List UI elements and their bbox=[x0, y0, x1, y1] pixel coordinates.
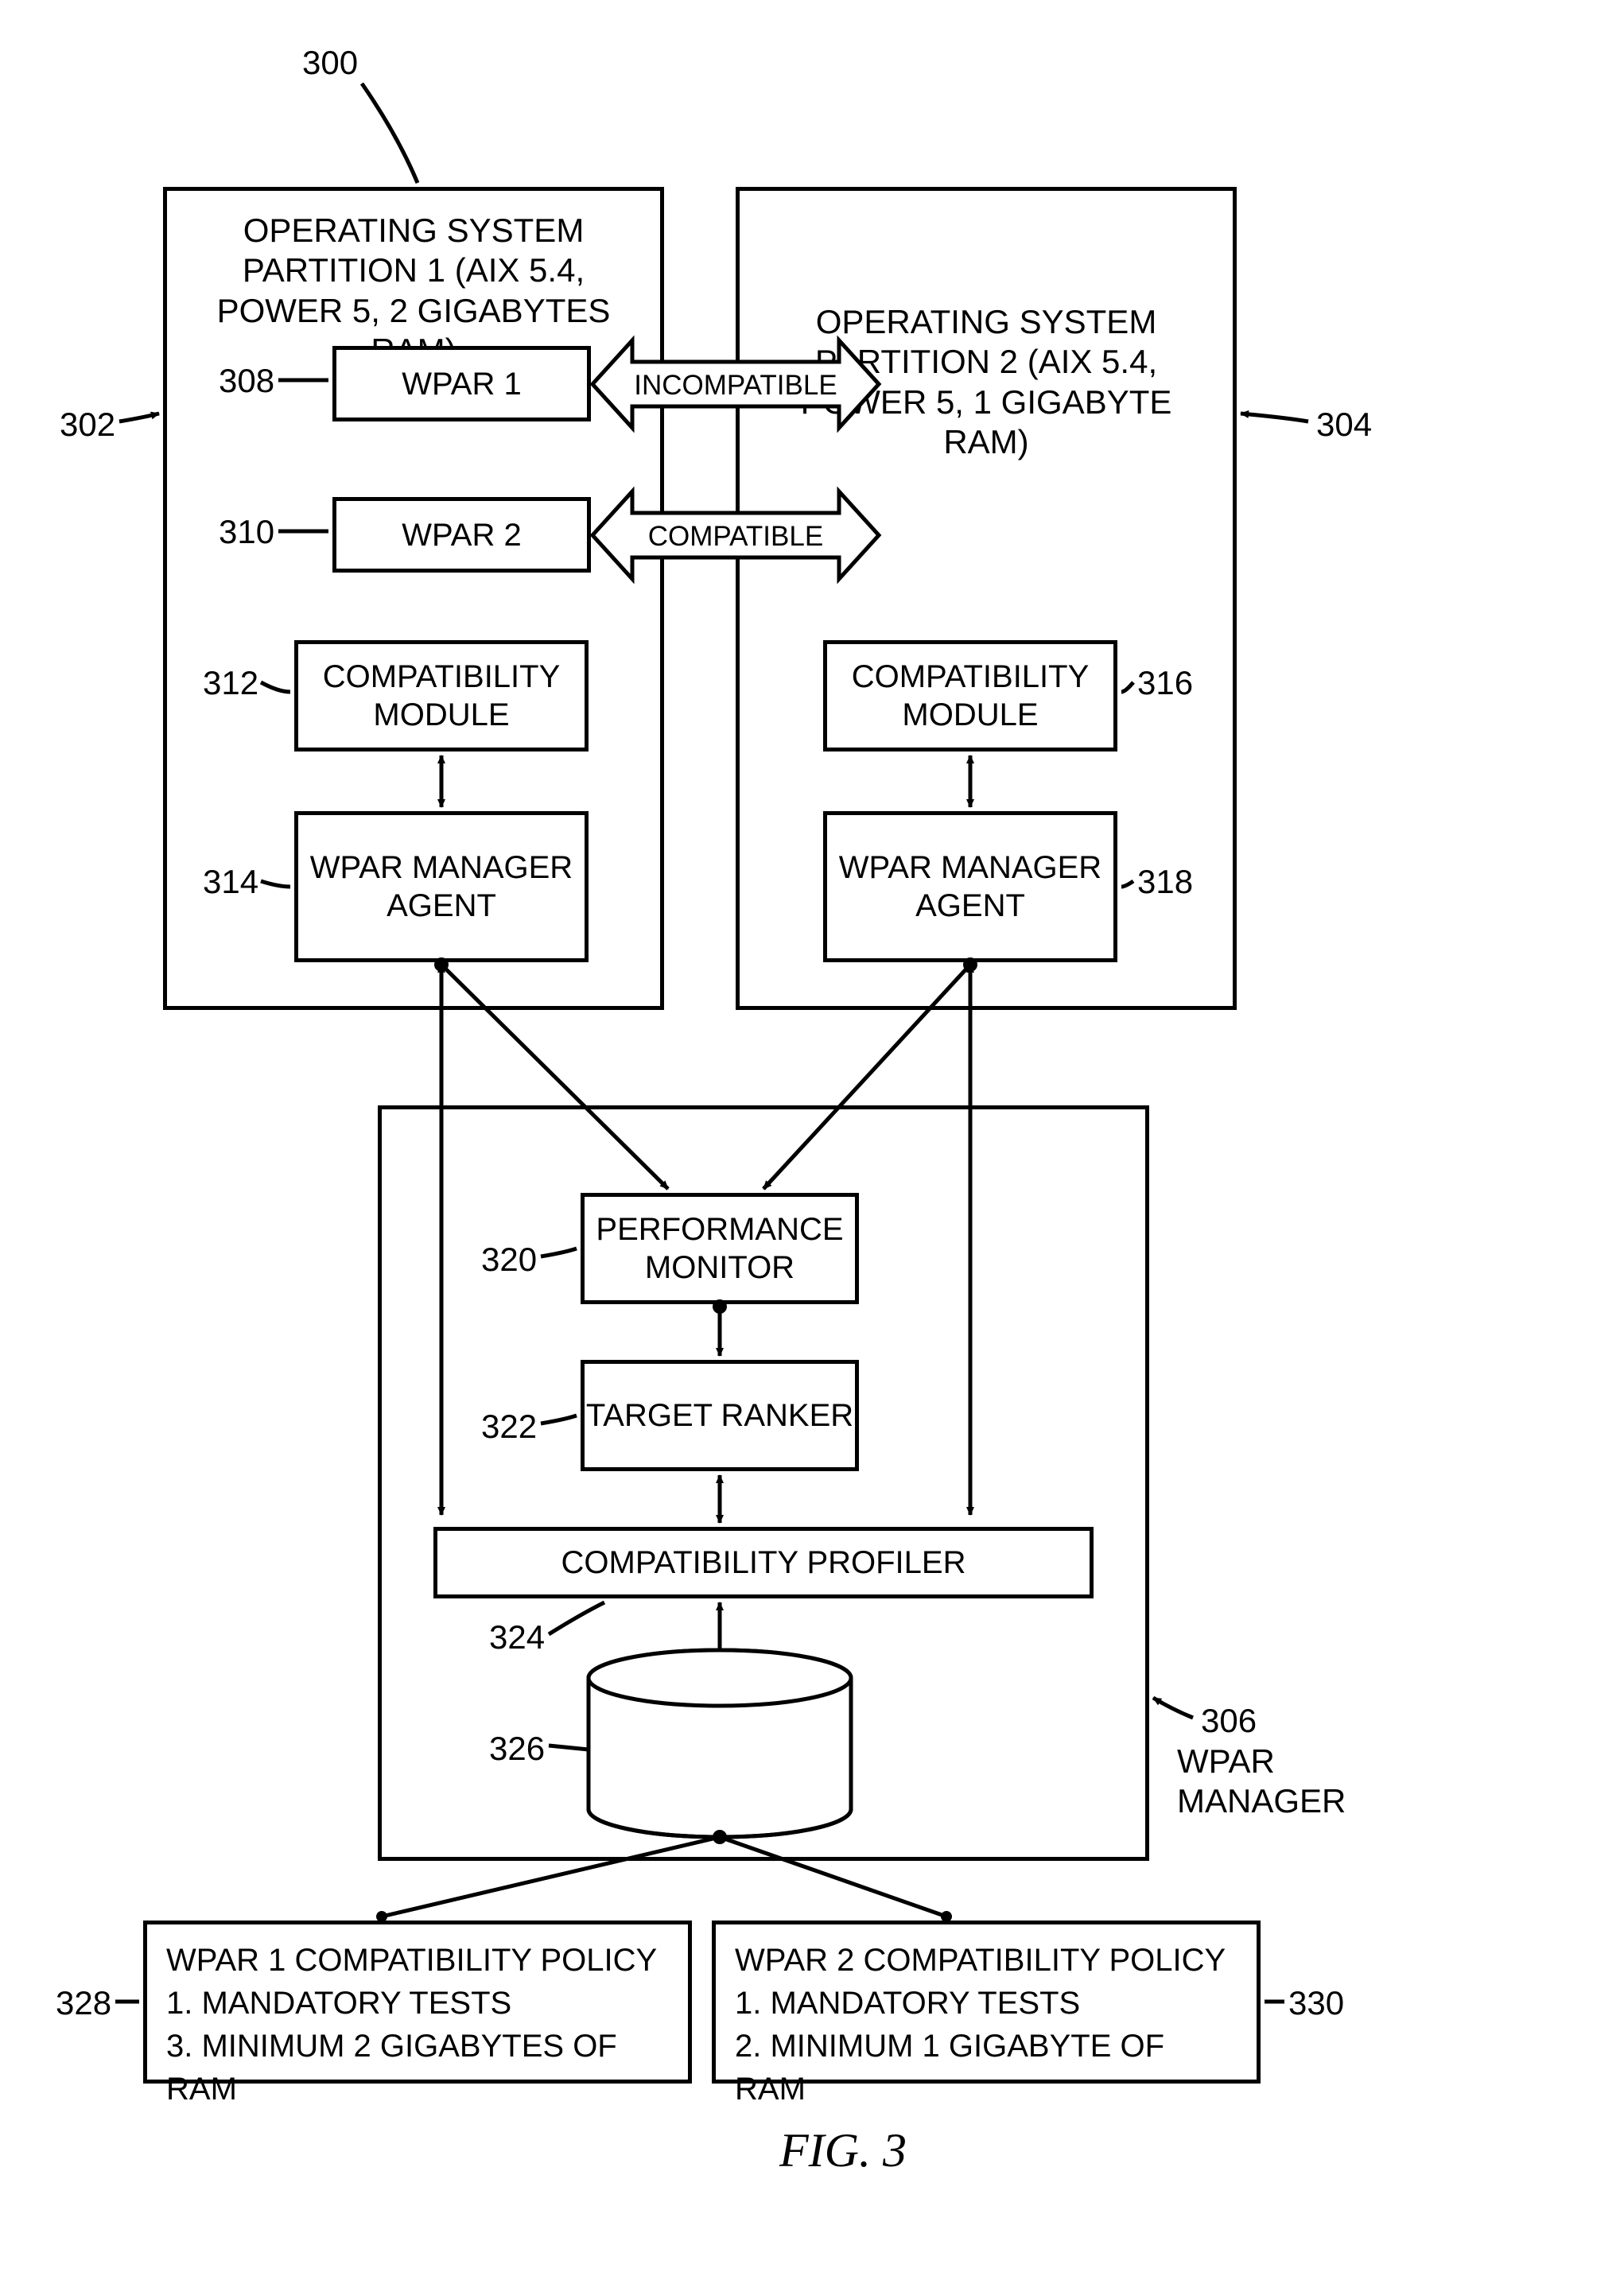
partition-2-title: OPERATING SYSTEM PARTITION 2 (AIX 5.4, P… bbox=[795, 302, 1177, 463]
ref-306: 306 bbox=[1201, 1702, 1257, 1740]
compat-profiler-label: COMPATIBILITY PROFILER bbox=[561, 1544, 966, 1582]
ref-302: 302 bbox=[60, 406, 115, 444]
ref-300: 300 bbox=[302, 44, 358, 82]
wpar2-box: WPAR 2 bbox=[332, 497, 591, 573]
policy-2-title: WPAR 2 COMPATIBILITY POLICY bbox=[735, 1939, 1237, 1982]
wpar2-label: WPAR 2 bbox=[402, 516, 521, 554]
ref-326: 326 bbox=[489, 1730, 545, 1768]
wpar-agent-2: WPAR MANAGER AGENT bbox=[823, 811, 1117, 962]
compat-module-2: COMPATIBILITY MODULE bbox=[823, 640, 1117, 752]
ref-310: 310 bbox=[219, 513, 274, 551]
ref-314: 314 bbox=[203, 863, 258, 901]
compat-module-2-label: COMPATIBILITY MODULE bbox=[827, 658, 1113, 734]
compat-module-1: COMPATIBILITY MODULE bbox=[294, 640, 589, 752]
ref-322: 322 bbox=[481, 1408, 537, 1446]
policy-2: WPAR 2 COMPATIBILITY POLICY 1. MANDATORY… bbox=[712, 1921, 1261, 2084]
ref-318: 318 bbox=[1137, 863, 1193, 901]
ref-316: 316 bbox=[1137, 664, 1193, 702]
compat-profiler: COMPATIBILITY PROFILER bbox=[433, 1527, 1094, 1598]
perf-monitor-label: PERFORMANCE MONITOR bbox=[585, 1210, 855, 1287]
policy-1-line1: 1. MANDATORY TESTS bbox=[166, 1982, 669, 2025]
wpar-agent-1-label: WPAR MANAGER AGENT bbox=[298, 849, 585, 925]
wpar-agent-2-label: WPAR MANAGER AGENT bbox=[827, 849, 1113, 925]
target-ranker: TARGET RANKER bbox=[581, 1360, 859, 1471]
policy-2-line2: 2. MINIMUM 1 GIGABYTE OF RAM bbox=[735, 2025, 1237, 2111]
policy-2-line1: 1. MANDATORY TESTS bbox=[735, 1982, 1237, 2025]
ref-304: 304 bbox=[1316, 406, 1372, 444]
ref-328: 328 bbox=[56, 1984, 111, 2022]
ref-320: 320 bbox=[481, 1241, 537, 1279]
policy-1-line2: 3. MINIMUM 2 GIGABYTES OF RAM bbox=[166, 2025, 669, 2111]
ref-330: 330 bbox=[1288, 1984, 1344, 2022]
ref-324: 324 bbox=[489, 1618, 545, 1656]
wpar1-label: WPAR 1 bbox=[402, 365, 521, 403]
target-ranker-label: TARGET RANKER bbox=[586, 1396, 853, 1435]
wpar1-box: WPAR 1 bbox=[332, 346, 591, 421]
ref-308: 308 bbox=[219, 362, 274, 400]
wpar-agent-1: WPAR MANAGER AGENT bbox=[294, 811, 589, 962]
figure-caption: FIG. 3 bbox=[779, 2123, 907, 2178]
perf-monitor: PERFORMANCE MONITOR bbox=[581, 1193, 859, 1304]
policy-1-title: WPAR 1 COMPATIBILITY POLICY bbox=[166, 1939, 669, 1982]
ref-312: 312 bbox=[203, 664, 258, 702]
compat-module-1-label: COMPATIBILITY MODULE bbox=[298, 658, 585, 734]
wpar-manager-label: WPAR MANAGER bbox=[1177, 1742, 1384, 1822]
diagram-canvas: 300 OPERATING SYSTEM PARTITION 1 (AIX 5.… bbox=[0, 0, 1624, 2272]
policy-1: WPAR 1 COMPATIBILITY POLICY 1. MANDATORY… bbox=[143, 1921, 692, 2084]
mgmt-db-label: MANAGEMENT DATABASE bbox=[589, 1702, 851, 1782]
